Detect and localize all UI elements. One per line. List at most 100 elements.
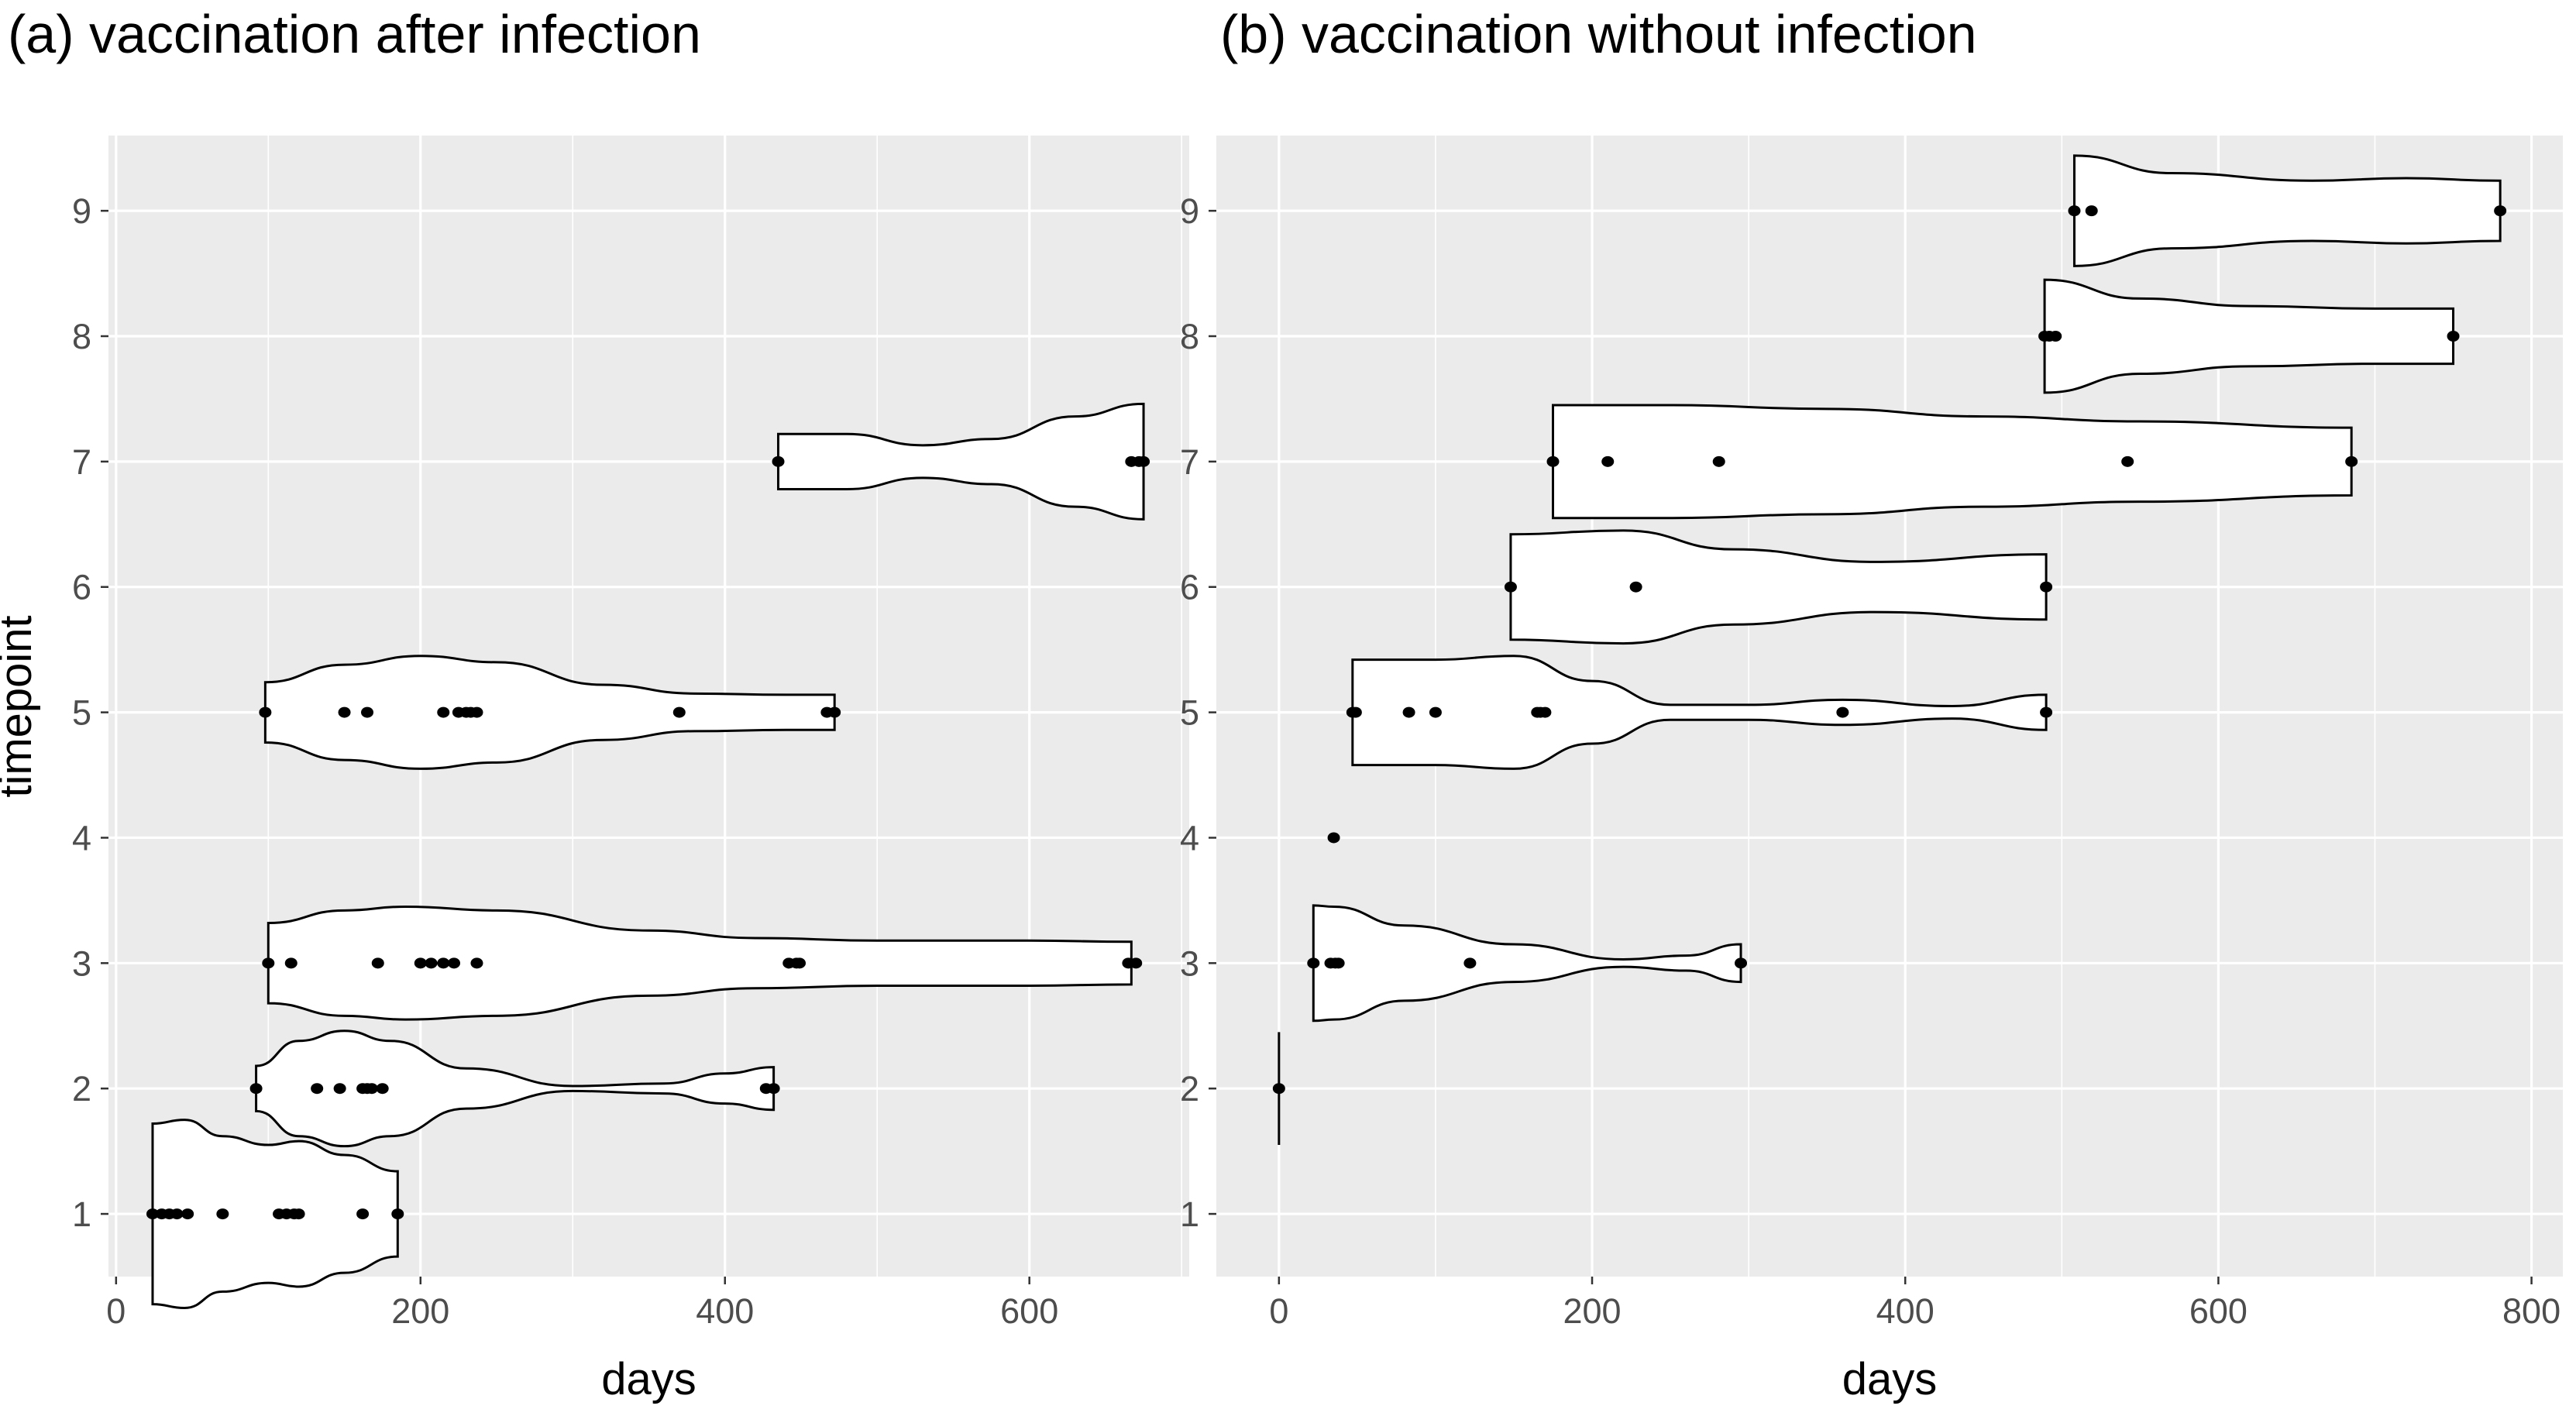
panel-a-y-axis-title: timepoint — [0, 615, 41, 797]
panel-a-point-t1 — [181, 1208, 194, 1220]
panel-b-point-t2 — [1272, 1083, 1285, 1095]
panel-a-violin-t7 — [777, 402, 1145, 521]
panel-a-point-t2 — [333, 1083, 346, 1095]
panel-b-point-t5 — [1429, 706, 1442, 718]
panel-b-y-tick-label: 8 — [1180, 317, 1199, 356]
panel-b-point-t7 — [1712, 455, 1725, 467]
panel-a-point-t2 — [767, 1083, 780, 1095]
panel-a-point-t3 — [262, 957, 275, 969]
panel-a-y-tick-label: 1 — [72, 1194, 91, 1234]
panel-b-point-t7 — [2345, 455, 2358, 467]
panel-a-point-t3 — [437, 957, 450, 969]
panel-b-point-t3 — [1307, 957, 1320, 969]
panel-a-title: (a) vaccination after infection — [8, 4, 701, 64]
panel-b-violin-t9 — [2072, 154, 2502, 267]
panel-b-point-t4 — [1327, 832, 1340, 844]
panel-b-violin-t5 — [1351, 655, 2048, 770]
panel-b-x-tick-label: 400 — [1876, 1291, 1935, 1331]
panel-b-x-tick-label: 800 — [2502, 1291, 2561, 1331]
panel-b-point-t3 — [1735, 957, 1748, 969]
panel-b-point-t5 — [2040, 706, 2053, 718]
panel-a-point-t5 — [361, 706, 374, 718]
panel-b-y-tick-label: 7 — [1180, 442, 1199, 482]
panel-a-violin-t5 — [263, 655, 836, 770]
panel-b-point-t7 — [1601, 455, 1615, 467]
panel-a-point-t2 — [249, 1083, 263, 1095]
panel-a-x-tick-label: 0 — [106, 1291, 126, 1331]
panel-a-y-tick-label: 4 — [72, 818, 91, 858]
panel-a-y-tick-label: 5 — [72, 693, 91, 733]
panel-b-y-tick-label: 9 — [1180, 191, 1199, 231]
panel-a-point-t5 — [259, 706, 272, 718]
panel-b-point-t9 — [2085, 205, 2098, 217]
panel-b-point-t5 — [1349, 706, 1362, 718]
panel-b-x-axis-title: days — [1842, 1354, 1938, 1404]
panel-a-point-t3 — [793, 957, 807, 969]
panel-a-x-tick-label: 600 — [1000, 1291, 1058, 1331]
panel-a-y-tick-label: 6 — [72, 568, 91, 607]
panel-b-y-tick-label: 1 — [1180, 1194, 1199, 1234]
panel-b-point-t3 — [1463, 957, 1477, 969]
panel-a-point-t1 — [146, 1208, 159, 1220]
panel-a-point-t2 — [376, 1083, 389, 1095]
panel-a-point-t3 — [1130, 957, 1143, 969]
panel-b-point-t5 — [1836, 706, 1849, 718]
panel-a-point-t5 — [828, 706, 841, 718]
panel-a: (a) vaccination after infection 0 200 400 6… — [0, 4, 1189, 1404]
panel-b-point-t7 — [1546, 455, 1560, 467]
panel-b-point-t9 — [2068, 205, 2081, 217]
panel-a-point-t2 — [365, 1083, 378, 1095]
panel-a-y-tick-label: 8 — [72, 317, 91, 356]
panel-a-point-t5 — [672, 706, 686, 718]
panel-b-point-t6 — [1629, 581, 1642, 593]
panel-a-y-tick-label: 2 — [72, 1069, 91, 1108]
panel-a-x-tick-label: 400 — [696, 1291, 754, 1331]
panel-b-point-t7 — [2121, 455, 2134, 467]
panel-b-violin-t7 — [1552, 404, 2353, 520]
panel-a-point-t1 — [391, 1208, 404, 1220]
panel-a-point-t1 — [356, 1208, 370, 1220]
panel-b: (b) vaccination without infection 0 200 40… — [1180, 4, 2563, 1404]
panel-a-point-t5 — [338, 706, 351, 718]
panel-b-point-t8 — [2447, 330, 2460, 342]
panel-b-y-tick-label: 5 — [1180, 693, 1199, 733]
panel-b-title: (b) vaccination without infection — [1220, 4, 1977, 64]
panel-a-point-t2 — [311, 1083, 324, 1095]
panel-a-point-t3 — [470, 957, 483, 969]
panel-b-point-t5 — [1402, 706, 1415, 718]
panel-a-violin-t2 — [255, 1029, 776, 1148]
panel-a-violin-t3 — [267, 905, 1133, 1021]
panel-a-point-t1 — [170, 1208, 184, 1220]
panel-b-violin-t8 — [2043, 278, 2455, 394]
panel-a-point-t5 — [437, 706, 450, 718]
panel-a-point-t3 — [284, 957, 297, 969]
panel-a-point-t3 — [448, 957, 461, 969]
panel-a-point-t7 — [1137, 455, 1150, 467]
panel-a-point-t3 — [425, 957, 438, 969]
panel-b-x-tick-label: 600 — [2189, 1291, 2248, 1331]
panel-b-y-tick-label: 6 — [1180, 568, 1199, 607]
panel-b-y-tick-label: 3 — [1180, 944, 1199, 983]
panel-b-point-t8 — [2049, 330, 2062, 342]
panel-b-point-t9 — [2494, 205, 2507, 217]
panel-b-x-tick-label: 200 — [1563, 1291, 1621, 1331]
panel-b-violin-t3 — [1312, 904, 1742, 1023]
panel-a-point-t5 — [470, 706, 483, 718]
panel-a-y-tick-label: 7 — [72, 442, 91, 482]
panel-a-point-t3 — [414, 957, 427, 969]
panel-a-y-tick-label: 9 — [72, 191, 91, 231]
panel-b-y-tick-label: 2 — [1180, 1069, 1199, 1108]
panel-b-violin-t6 — [1509, 529, 2048, 645]
panel-a-point-t1 — [292, 1208, 305, 1220]
panel-b-point-t6 — [2040, 581, 2053, 593]
panel-b-point-t6 — [1504, 581, 1517, 593]
panel-a-x-tick-label: 200 — [391, 1291, 449, 1331]
panel-b-y-tick-label: 4 — [1180, 818, 1199, 858]
panel-b-point-t3 — [1332, 957, 1345, 969]
panel-a-point-t7 — [772, 455, 785, 467]
panel-a-y-tick-label: 3 — [72, 944, 91, 983]
panel-a-x-axis-title: days — [601, 1354, 696, 1404]
panel-b-x-tick-label: 0 — [1269, 1291, 1288, 1331]
